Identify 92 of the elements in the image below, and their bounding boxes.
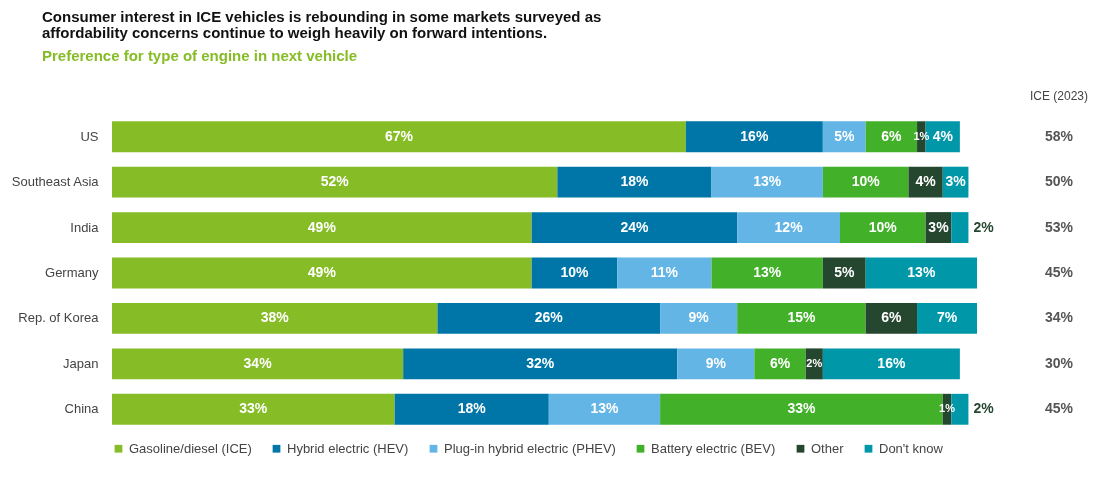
- bar: [437, 302, 661, 334]
- bar: [112, 166, 558, 198]
- data-label: 16%: [740, 127, 769, 144]
- data-label: 5%: [834, 264, 855, 280]
- bar: [685, 121, 823, 153]
- bar: [531, 212, 738, 244]
- data-label: 2%: [973, 400, 995, 417]
- data-label: 16%: [877, 354, 906, 371]
- text: 53%: [1044, 218, 1074, 235]
- data-label: 6%: [881, 127, 903, 144]
- chart-subtitle: Preference for type of engine in next vehicle: [42, 47, 358, 64]
- bar: [112, 257, 532, 289]
- bar: [865, 257, 977, 289]
- legend-label: Plug-in hybrid electric (PHEV): [444, 440, 616, 456]
- bar: [394, 393, 549, 425]
- bar: [112, 212, 532, 244]
- data-label: 3%: [928, 218, 950, 235]
- data-label: 2%: [973, 218, 995, 235]
- data-label: 6%: [769, 354, 791, 371]
- data-label: 9%: [705, 354, 727, 371]
- bar: [822, 348, 960, 380]
- data-label: 7%: [936, 309, 958, 326]
- data-label: 4%: [932, 127, 954, 144]
- legend-label: Battery electric (BEV): [651, 440, 776, 456]
- data-label: 13%: [590, 400, 620, 417]
- data-label: 4%: [915, 173, 937, 190]
- bar: [711, 166, 823, 198]
- text: 34%: [1044, 309, 1074, 326]
- bar: [617, 257, 712, 289]
- legend-label: Hybrid electric (HEV): [287, 440, 409, 456]
- bar: [660, 302, 738, 334]
- data-label: 18%: [457, 400, 487, 417]
- data-label: 12%: [774, 218, 804, 235]
- data-label: 2%: [806, 356, 823, 369]
- bar: [822, 166, 909, 198]
- data-label: 9%: [688, 309, 710, 326]
- data-label: 24%: [620, 218, 649, 235]
- legend-label: Other: [811, 440, 845, 456]
- bar: [951, 212, 969, 244]
- data-label: 3%: [945, 173, 967, 190]
- data-label: 6%: [881, 309, 903, 326]
- bar: [677, 348, 755, 380]
- data-label: 26%: [534, 309, 564, 326]
- data-label: 33%: [787, 400, 816, 417]
- text: 58%: [1044, 127, 1074, 144]
- bar: [839, 212, 926, 244]
- y-tick-label: Southeast Asia: [11, 174, 100, 190]
- bar: [112, 393, 395, 425]
- y-tick-label: China: [64, 401, 100, 417]
- data-label: 49%: [307, 218, 337, 235]
- data-label: 13%: [753, 173, 782, 190]
- text: 45%: [1044, 400, 1074, 417]
- bar: [711, 257, 823, 289]
- data-label: 11%: [650, 264, 679, 280]
- data-label: 13%: [907, 264, 936, 280]
- bar: [737, 212, 840, 244]
- data-label: 18%: [620, 173, 649, 190]
- data-label: 32%: [526, 354, 555, 371]
- data-label: 34%: [243, 354, 273, 371]
- bar: [754, 348, 806, 380]
- data-label: 52%: [320, 173, 350, 190]
- legend-label: Don't know: [879, 440, 944, 456]
- bar: [403, 348, 678, 380]
- y-tick-label: Germany: [45, 265, 99, 280]
- data-label: 10%: [851, 173, 881, 190]
- y-tick-label: Japan: [63, 355, 99, 371]
- text: ICE (2023): [1029, 89, 1089, 103]
- data-label: 49%: [307, 264, 337, 280]
- y-tick-label: US: [80, 128, 99, 144]
- data-label: 5%: [834, 127, 855, 144]
- data-label: 10%: [868, 218, 898, 235]
- bar: [548, 393, 661, 425]
- bar: [737, 302, 866, 334]
- bar: [917, 302, 977, 334]
- bar: [112, 121, 686, 153]
- data-label: 13%: [753, 264, 782, 280]
- text: 50%: [1044, 173, 1074, 190]
- data-label: 10%: [560, 264, 590, 280]
- chart-title: Consumer interest in ICE vehicles is rebounding in some markets surveyed as affordability concerns continue to weigh heavily on forward intentions.: [42, 8, 602, 41]
- data-label: 15%: [787, 309, 816, 326]
- bar: [865, 302, 918, 334]
- y-tick-label: Rep. of Korea: [18, 310, 100, 326]
- data-label: 67%: [384, 127, 414, 144]
- legend-label: Gasoline/diesel (ICE): [129, 440, 252, 456]
- data-label: 38%: [260, 309, 290, 326]
- y-tick-label: India: [70, 219, 100, 235]
- bar: [557, 166, 712, 198]
- text: 45%: [1044, 264, 1074, 280]
- text: 30%: [1044, 354, 1074, 371]
- bar: [112, 302, 438, 334]
- bar: [112, 348, 404, 380]
- data-label: 33%: [239, 400, 268, 417]
